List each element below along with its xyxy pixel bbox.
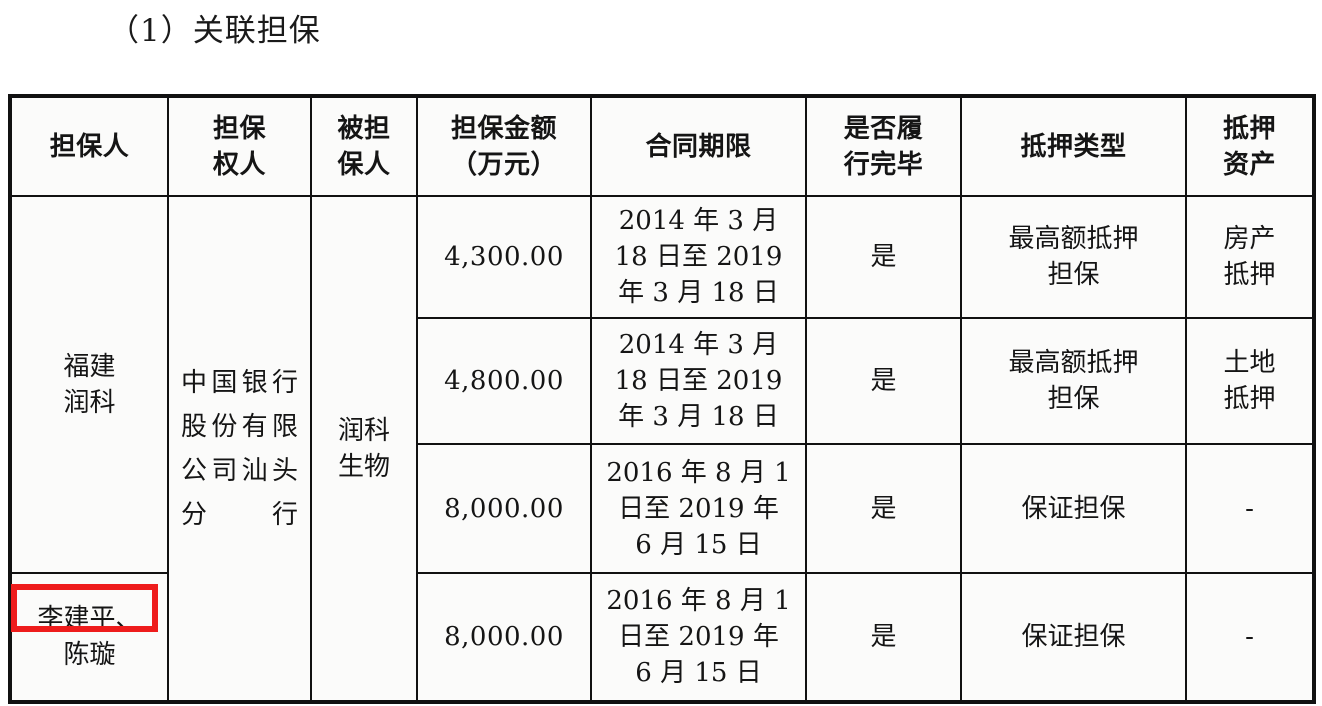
- cell-contract-term-line1: 2016 年 8 月 1: [606, 457, 791, 488]
- cell-fulfilled: 是: [805, 317, 962, 445]
- cell-mortgage-asset-line2: 抵押: [1223, 260, 1276, 290]
- table-row: 8,000.00 2016 年 8 月 1 日至 2019 年 6 月 15 日…: [11, 443, 1314, 574]
- column-header-fulfilled-line2: 行完毕: [843, 149, 924, 180]
- cell-guarantor-individuals-line2: 陈璇: [63, 640, 116, 670]
- cell-amount: 8,000.00: [416, 443, 592, 574]
- cell-amount: 8,000.00: [416, 572, 592, 702]
- cell-contract-term-line3: 6 月 15 日: [635, 658, 762, 688]
- table-body: 福建 润科 中国银行股份有限公司汕头分行 润科 生物 4,300.00 2014…: [10, 195, 1314, 702]
- guarantee-table-wrapper: 担保人 担保 权人 被担 保人 担保金额 （万元） 合同: [8, 94, 1316, 704]
- column-header-guarantee-holder-line1: 担保: [212, 113, 266, 144]
- cell-contract-term-line3: 年 3 月 18 日: [618, 402, 779, 432]
- column-header-amount-line1: 担保金额: [450, 113, 557, 144]
- cell-mortgage-asset-line1: 土地: [1223, 348, 1276, 378]
- column-header-guarantee-holder-line2: 权人: [212, 149, 266, 180]
- table-row: 4,800.00 2014 年 3 月 18 日至 2019 年 3 月 18 …: [11, 317, 1314, 445]
- column-header-guaranteed-party: 被担 保人: [310, 96, 418, 197]
- cell-contract-term: 2014 年 3 月 18 日至 2019 年 3 月 18 日: [590, 195, 807, 319]
- cell-mortgage-asset-line1: -: [1245, 622, 1254, 652]
- cell-guarantor-merged: 福建 润科: [10, 195, 169, 574]
- column-header-fulfilled-line1: 是否履: [843, 113, 924, 144]
- cell-mortgage-type-line1: 保证担保: [1021, 622, 1126, 652]
- table-row: 福建 润科 中国银行股份有限公司汕头分行 润科 生物 4,300.00 2014…: [10, 195, 1314, 702]
- table-row: 李建平、 陈璇 8,000.00 2016 年 8 月 1 日至 2019 年 …: [10, 572, 1314, 702]
- cell-contract-term: 2016 年 8 月 1 日至 2019 年 6 月 15 日: [590, 572, 807, 702]
- cell-guarantor-line2: 润科: [63, 387, 116, 418]
- cell-guaranteed-party-line1: 润科: [337, 415, 390, 446]
- cell-guaranteed-party-merged: 润科 生物: [310, 195, 418, 702]
- cell-mortgage-type-line2: 担保: [1047, 260, 1100, 290]
- page-title: （1）关联担保: [108, 13, 321, 49]
- column-header-guaranteed-party-line1: 被担: [337, 113, 391, 144]
- cell-mortgage-type: 保证担保: [960, 572, 1187, 702]
- cell-mortgage-type: 保证担保: [960, 443, 1187, 574]
- cell-contract-term-line1: 2014 年 3 月: [618, 206, 779, 236]
- cell-amount: 4,300.00: [416, 195, 592, 319]
- cell-mortgage-type-line2: 担保: [1047, 384, 1100, 414]
- column-header-guarantee-holder: 担保 权人: [167, 96, 312, 197]
- cell-mortgage-asset: -: [1185, 572, 1314, 702]
- cell-contract-term-line3: 年 3 月 18 日: [618, 278, 779, 308]
- related-guarantee-table: 担保人 担保 权人 被担 保人 担保金额 （万元） 合同: [8, 94, 1316, 704]
- column-header-mortgage-asset-line1: 抵押: [1222, 113, 1276, 144]
- cell-guarantor-individuals: 李建平、 陈璇: [10, 572, 169, 702]
- cell-contract-term-line2: 18 日至 2019: [614, 366, 783, 396]
- column-header-amount: 担保金额 （万元）: [416, 96, 592, 197]
- cell-mortgage-type-line1: 最高额抵押: [1008, 348, 1139, 378]
- cell-contract-term-line3: 6 月 15 日: [635, 529, 762, 560]
- cell-guarantor-individuals-line1: 李建平、: [37, 604, 142, 634]
- cell-mortgage-asset-line2: 抵押: [1223, 384, 1276, 414]
- column-header-amount-line2: （万元）: [450, 149, 557, 180]
- table-header-row: 担保人 担保 权人 被担 保人 担保金额 （万元） 合同: [10, 96, 1314, 197]
- cell-mortgage-type-line1: 最高额抵押: [1008, 224, 1139, 254]
- cell-guarantor-line1: 福建: [63, 351, 116, 382]
- cell-mortgage-asset-line1: 房产: [1223, 224, 1276, 254]
- cell-contract-term-line2: 日至 2019 年: [618, 493, 779, 524]
- column-header-mortgage-asset: 抵押 资产: [1185, 96, 1314, 197]
- cell-fulfilled: 是: [805, 572, 962, 702]
- column-header-mortgage-type-label: 抵押类型: [1020, 131, 1127, 162]
- cell-mortgage-type: 最高额抵押 担保: [960, 317, 1187, 445]
- column-header-mortgage-type: 抵押类型: [960, 96, 1187, 197]
- column-header-guarantor-label: 担保人: [49, 131, 130, 162]
- cell-amount: 4,800.00: [416, 317, 592, 445]
- cell-contract-term-line1: 2016 年 8 月 1: [606, 586, 791, 616]
- cell-fulfilled: 是: [805, 443, 962, 574]
- column-header-mortgage-asset-line2: 资产: [1222, 149, 1276, 180]
- cell-mortgage-asset: -: [1185, 443, 1314, 574]
- cell-mortgage-asset: 土地 抵押: [1185, 317, 1314, 445]
- cell-contract-term-line2: 日至 2019 年: [618, 622, 779, 652]
- column-header-fulfilled: 是否履 行完毕: [805, 96, 962, 197]
- cell-mortgage-asset-line1: -: [1245, 493, 1254, 524]
- cell-contract-term-line2: 18 日至 2019: [614, 242, 783, 272]
- cell-mortgage-type: 最高额抵押 担保: [960, 195, 1187, 319]
- column-header-contract-term: 合同期限: [590, 96, 807, 197]
- cell-guarantee-holder-merged: 中国银行股份有限公司汕头分行: [167, 195, 312, 702]
- cell-fulfilled: 是: [805, 195, 962, 319]
- cell-guarantee-holder-text: 中国银行股份有限公司汕头分行: [181, 367, 298, 530]
- column-header-guarantor: 担保人: [10, 96, 169, 197]
- column-header-contract-term-label: 合同期限: [645, 131, 752, 162]
- cell-contract-term-line1: 2014 年 3 月: [618, 330, 779, 360]
- cell-contract-term: 2014 年 3 月 18 日至 2019 年 3 月 18 日: [590, 317, 807, 445]
- cell-contract-term: 2016 年 8 月 1 日至 2019 年 6 月 15 日: [590, 443, 807, 574]
- cell-mortgage-asset: 房产 抵押: [1185, 195, 1314, 319]
- cell-mortgage-type-line1: 保证担保: [1021, 493, 1126, 524]
- table-header: 担保人 担保 权人 被担 保人 担保金额 （万元） 合同: [10, 96, 1314, 197]
- column-header-guaranteed-party-line2: 保人: [337, 149, 391, 180]
- cell-guaranteed-party-line2: 生物: [337, 451, 390, 482]
